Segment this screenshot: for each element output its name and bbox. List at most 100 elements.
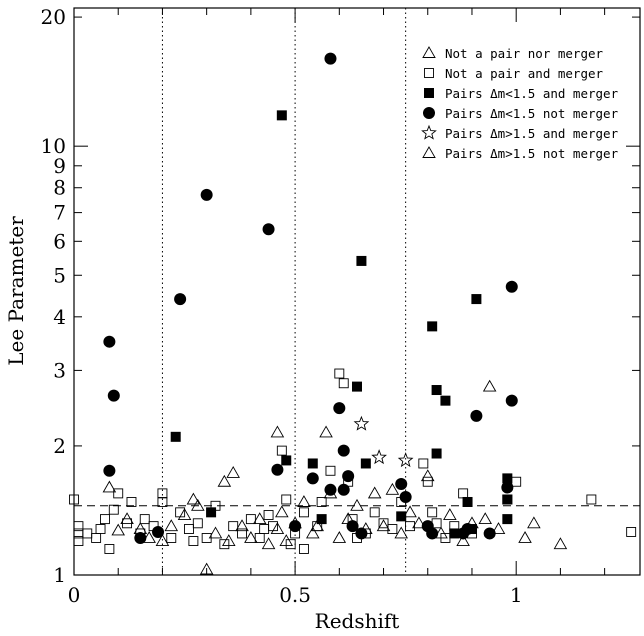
x-tick-label: 1 bbox=[510, 583, 523, 607]
data-point bbox=[111, 523, 125, 536]
data-point bbox=[263, 510, 274, 520]
data-point bbox=[626, 527, 637, 537]
y-axis-title: Lee Parameter bbox=[4, 216, 28, 366]
data-point bbox=[208, 526, 223, 539]
data-point bbox=[426, 527, 439, 540]
legend-label: Not a pair and merger bbox=[445, 66, 604, 81]
data-point bbox=[271, 463, 284, 476]
data-point bbox=[342, 470, 355, 483]
data-point bbox=[69, 494, 79, 505]
data-point bbox=[553, 537, 568, 550]
data-point bbox=[164, 519, 179, 532]
data-point bbox=[325, 465, 336, 476]
data-point bbox=[316, 497, 327, 507]
data-point bbox=[338, 378, 349, 389]
data-point bbox=[431, 385, 442, 396]
data-point bbox=[505, 280, 518, 293]
legend-label: Pairs Δm<1.5 and merger bbox=[445, 86, 619, 101]
data-point bbox=[449, 528, 460, 539]
data-point bbox=[367, 486, 382, 499]
data-point bbox=[337, 444, 350, 457]
data-point bbox=[482, 379, 497, 392]
data-point bbox=[82, 528, 93, 539]
data-point bbox=[502, 494, 513, 505]
data-point bbox=[275, 505, 289, 518]
y-tick-label: 8 bbox=[53, 176, 66, 200]
data-point bbox=[108, 504, 119, 515]
data-point bbox=[186, 492, 201, 505]
data-point bbox=[422, 476, 433, 487]
data-point bbox=[462, 496, 473, 507]
data-point bbox=[184, 524, 194, 534]
data-point bbox=[298, 507, 309, 518]
data-point bbox=[104, 544, 115, 554]
legend-marker bbox=[421, 124, 437, 140]
data-point bbox=[262, 223, 275, 236]
data-point bbox=[385, 482, 400, 495]
data-point bbox=[113, 488, 124, 499]
data-point bbox=[306, 526, 320, 539]
data-point bbox=[478, 512, 493, 525]
data-point bbox=[285, 539, 296, 550]
data-point bbox=[245, 514, 256, 525]
data-point bbox=[319, 425, 333, 438]
data-point bbox=[418, 458, 429, 469]
data-point bbox=[122, 518, 133, 529]
data-point bbox=[217, 474, 232, 487]
legend-marker bbox=[424, 68, 434, 78]
data-point bbox=[427, 321, 438, 332]
data-point bbox=[307, 458, 318, 469]
data-point bbox=[471, 294, 482, 305]
data-point bbox=[397, 452, 414, 468]
data-point bbox=[403, 505, 417, 518]
x-axis-title: Redshift bbox=[315, 609, 400, 633]
data-point bbox=[355, 527, 368, 540]
data-point bbox=[177, 508, 192, 520]
legend-label: Pairs Δm>1.5 and merger bbox=[445, 126, 619, 141]
data-point bbox=[324, 483, 337, 496]
data-point bbox=[502, 514, 513, 525]
data-point bbox=[134, 531, 147, 544]
data-point bbox=[270, 425, 285, 438]
data-point bbox=[470, 409, 483, 422]
data-point bbox=[511, 476, 522, 487]
data-point bbox=[399, 491, 412, 504]
data-point bbox=[440, 395, 451, 406]
data-point bbox=[356, 255, 367, 266]
data-point bbox=[152, 525, 165, 538]
legend-label: Pairs Δm>1.5 not merger bbox=[445, 146, 619, 161]
data-point bbox=[369, 507, 380, 518]
data-point bbox=[199, 562, 214, 575]
data-point bbox=[458, 488, 469, 499]
y-tick-label: 20 bbox=[41, 5, 66, 29]
y-tick-label: 6 bbox=[53, 229, 66, 253]
data-point bbox=[103, 335, 116, 348]
data-point bbox=[201, 533, 212, 543]
data-point bbox=[157, 497, 168, 507]
y-tick-label: 10 bbox=[41, 134, 66, 158]
plot-frame bbox=[73, 7, 641, 576]
legend-label: Not a pair nor merger bbox=[445, 46, 604, 61]
data-point bbox=[298, 544, 309, 554]
data-point bbox=[316, 514, 327, 525]
data-point bbox=[378, 518, 389, 529]
data-point bbox=[334, 368, 345, 379]
data-point bbox=[100, 514, 110, 525]
data-point bbox=[155, 534, 170, 546]
legend-marker bbox=[422, 146, 436, 158]
data-point bbox=[427, 507, 438, 518]
data-point bbox=[139, 514, 150, 525]
series-square-open bbox=[69, 368, 637, 554]
data-point bbox=[237, 528, 247, 539]
data-point bbox=[405, 521, 416, 532]
data-point bbox=[102, 480, 117, 493]
y-tick-label: 5 bbox=[53, 263, 66, 287]
data-point bbox=[270, 522, 285, 534]
series-circle-filled bbox=[103, 52, 518, 544]
y-tick-label: 1 bbox=[53, 563, 66, 587]
legend-label: Pairs Δm<1.5 not merger bbox=[445, 106, 619, 121]
y-tick-label: 3 bbox=[53, 358, 66, 382]
data-point bbox=[353, 415, 370, 431]
y-tick-label: 2 bbox=[53, 434, 66, 458]
